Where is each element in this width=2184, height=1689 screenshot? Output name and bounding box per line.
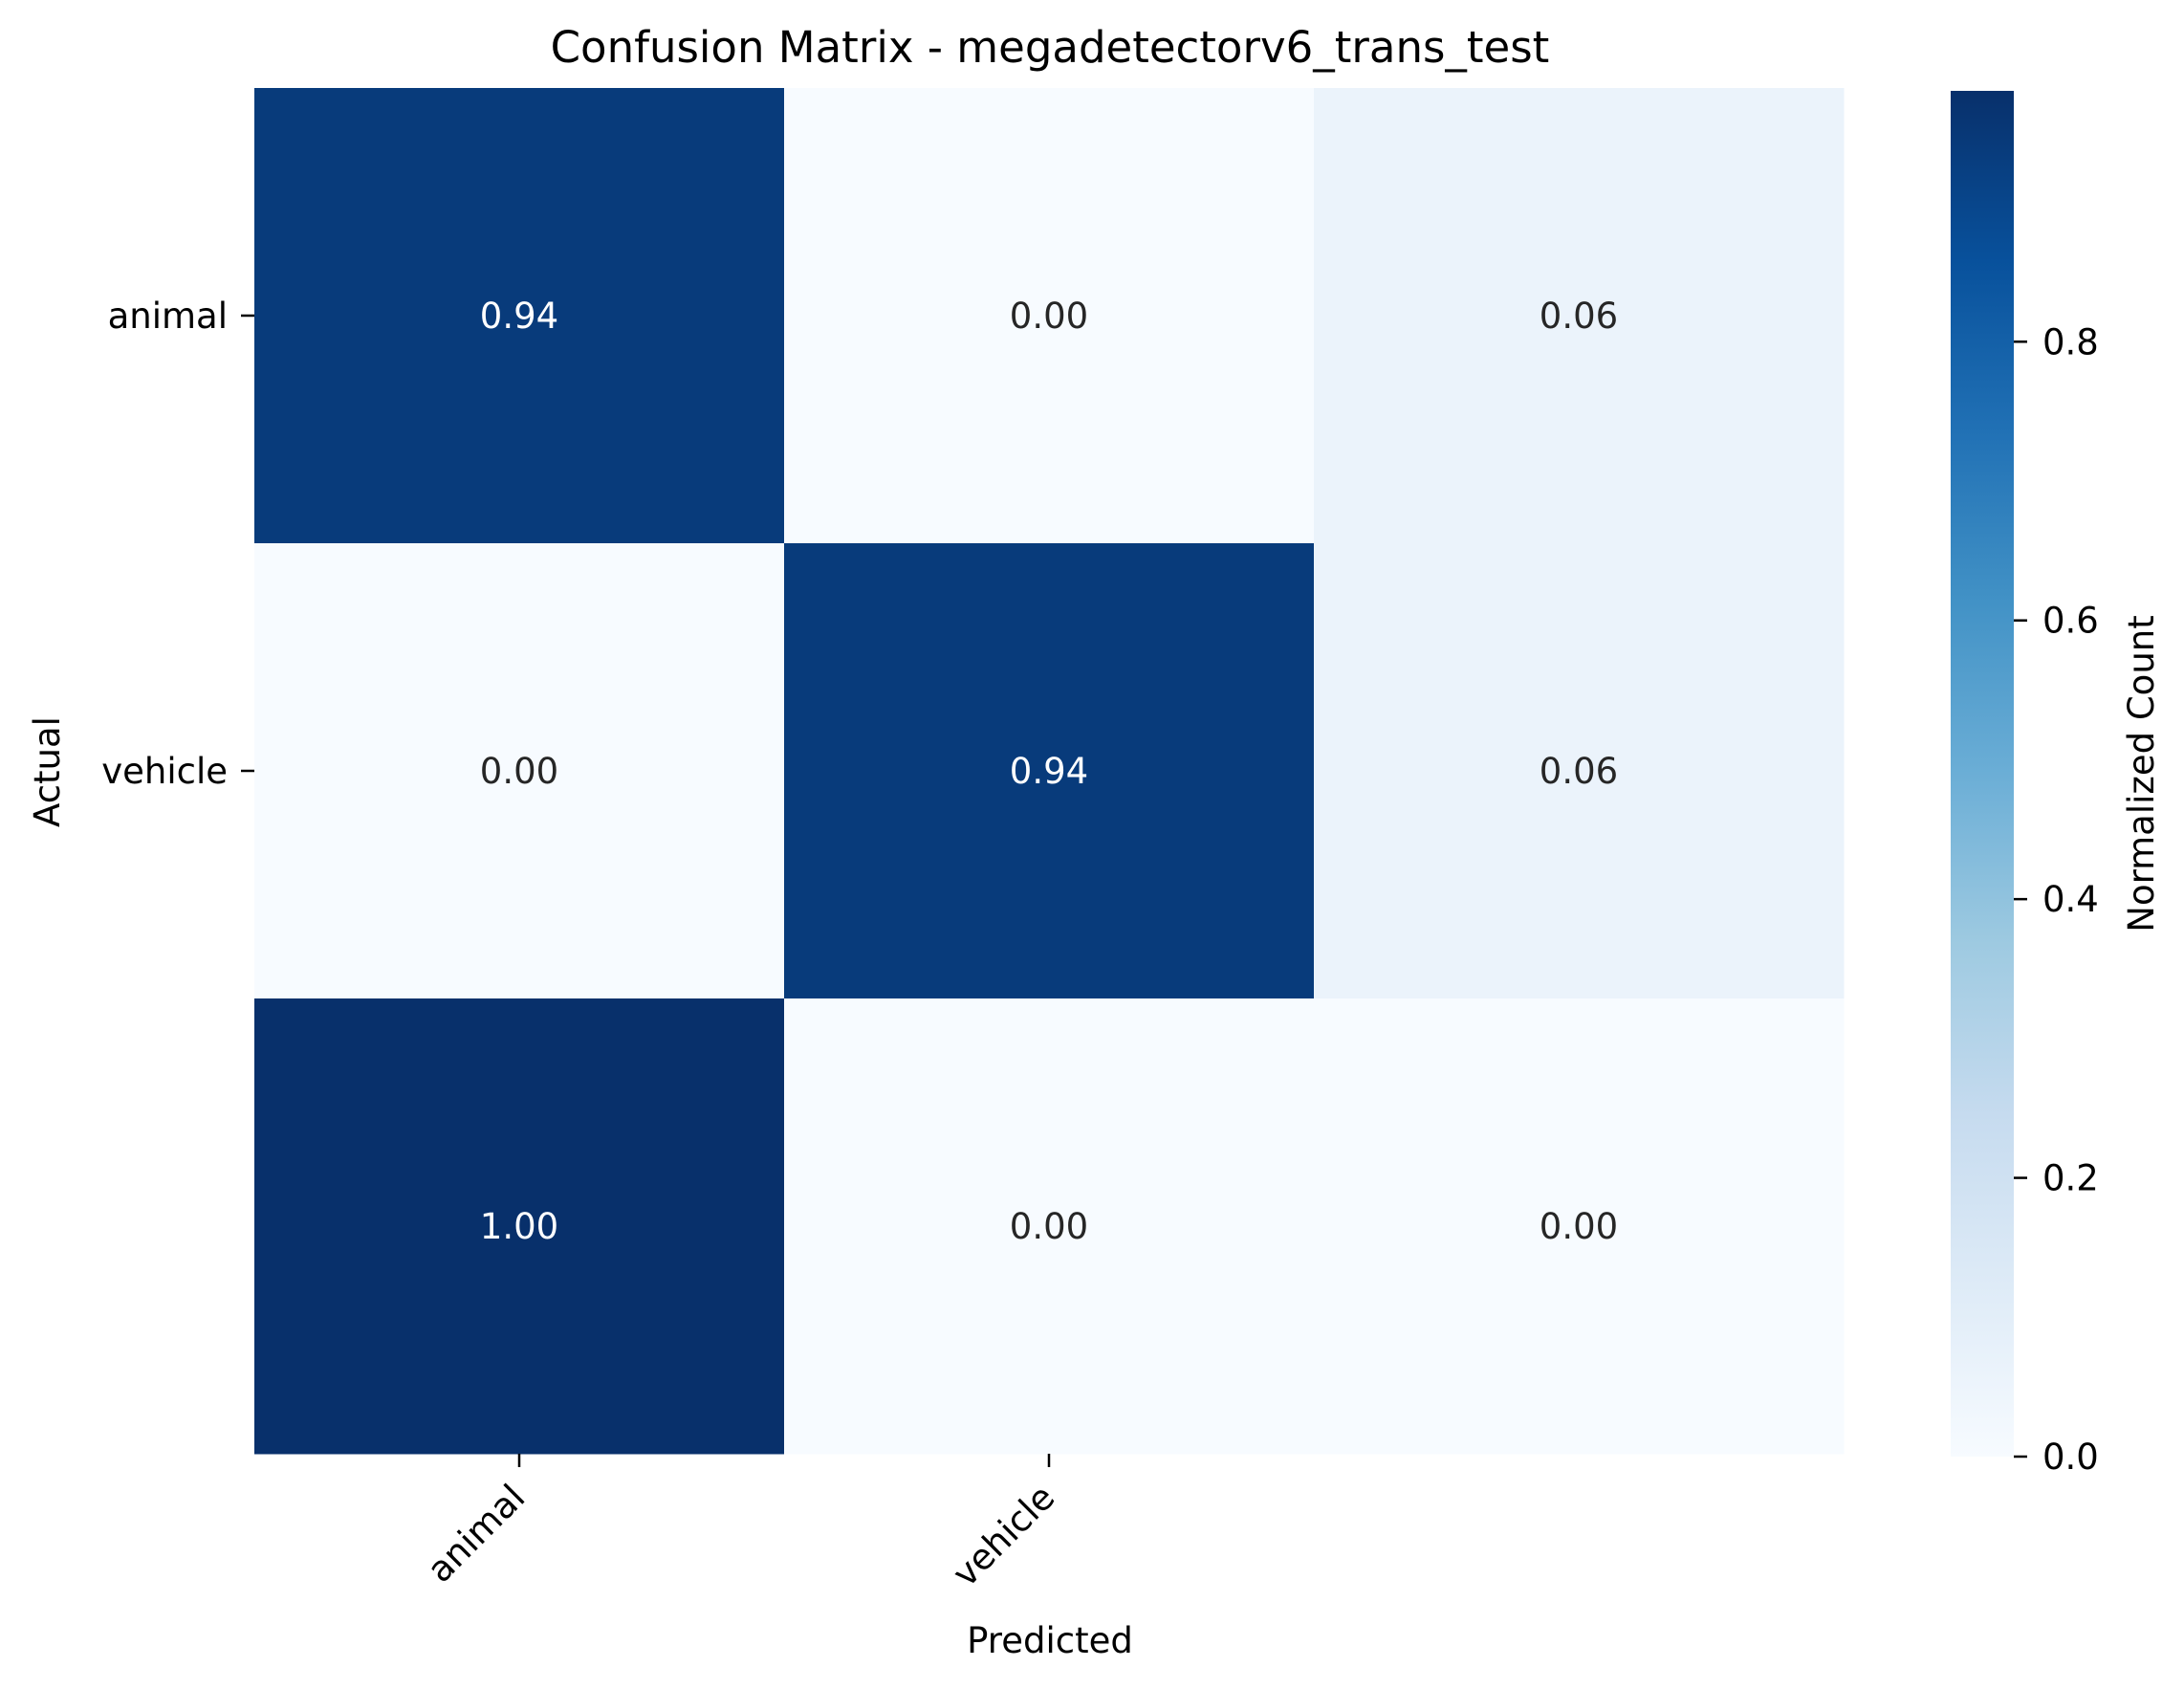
heatmap-cell bbox=[784, 543, 1315, 999]
y-axis-label: Actual bbox=[27, 716, 68, 827]
colorbar-label: Normalized Count bbox=[2121, 615, 2162, 932]
x-axis-ticks: animal vehicle bbox=[419, 1454, 1062, 1595]
colorbar-tick-label: 0.4 bbox=[2042, 879, 2099, 920]
chart-title: Confusion Matrix - megadetectorv6_trans_… bbox=[551, 22, 1550, 73]
colorbar-ticks: 0.0 0.2 0.4 0.6 0.8 bbox=[2014, 321, 2099, 1478]
heatmap-cell bbox=[254, 88, 785, 544]
colorbar-tick-label: 0.8 bbox=[2042, 321, 2099, 362]
heatmap-cell bbox=[784, 998, 1315, 1455]
heatmap-cells: 0.94 0.00 0.06 0.00 0.94 0.06 1.00 0.00 0.00 bbox=[254, 88, 1845, 1455]
y-tick-label: vehicle bbox=[101, 751, 228, 792]
heatmap-cell bbox=[784, 88, 1315, 544]
heatmap-cell bbox=[1314, 543, 1845, 999]
x-tick-label: animal bbox=[419, 1477, 533, 1590]
cell-value-label: 0.00 bbox=[1540, 1206, 1618, 1247]
cell-value-label: 0.00 bbox=[480, 751, 558, 792]
colorbar bbox=[1951, 91, 2014, 1457]
cell-value-label: 0.06 bbox=[1540, 296, 1618, 337]
x-tick-label: vehicle bbox=[945, 1477, 1063, 1595]
cell-value-label: 0.94 bbox=[480, 296, 558, 337]
colorbar-tick-label: 0.6 bbox=[2042, 601, 2099, 642]
x-axis-label: Predicted bbox=[967, 1620, 1133, 1661]
heatmap-cell bbox=[254, 543, 785, 999]
heatmap-cell bbox=[1314, 998, 1845, 1455]
heatmap-cell bbox=[1314, 88, 1845, 544]
cell-value-label: 1.00 bbox=[480, 1206, 558, 1247]
cell-value-label: 0.06 bbox=[1540, 751, 1618, 792]
y-axis-ticks: animal vehicle bbox=[101, 296, 254, 792]
heatmap-cell bbox=[254, 998, 785, 1455]
colorbar-tick-label: 0.0 bbox=[2042, 1437, 2099, 1478]
cell-value-label: 0.94 bbox=[1010, 751, 1088, 792]
colorbar-tick-label: 0.2 bbox=[2042, 1158, 2099, 1199]
y-tick-label: animal bbox=[108, 296, 228, 337]
cell-value-label: 0.00 bbox=[1010, 1206, 1088, 1247]
cell-value-label: 0.00 bbox=[1010, 296, 1088, 337]
